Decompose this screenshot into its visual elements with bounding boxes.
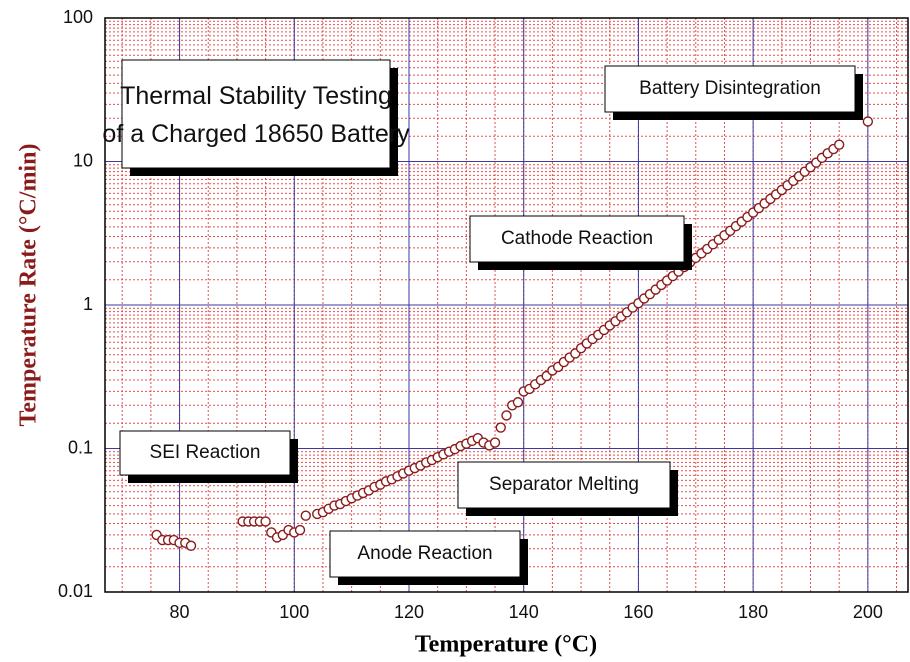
y-tick-label: 10 — [73, 150, 93, 170]
annotation: Anode Reaction — [357, 543, 492, 564]
title-line: of a Charged 18650 Battery — [102, 120, 410, 148]
annotation: Battery Disintegration — [639, 78, 821, 99]
data-point — [833, 139, 845, 150]
y-tick-label: 0.01 — [58, 581, 93, 601]
x-tick-label: 200 — [853, 602, 883, 622]
text-box — [119, 430, 291, 476]
x-axis-title: Temperature (°C) — [415, 632, 597, 658]
annotation: SEI Reaction — [150, 442, 261, 463]
text-box — [469, 215, 685, 263]
data-point — [185, 540, 197, 551]
chart-title: Thermal Stability Testing of a Charged 18… — [102, 82, 410, 148]
x-tick-label: 180 — [738, 602, 768, 622]
x-tick-label: 140 — [509, 602, 539, 622]
text-box — [604, 65, 856, 113]
y-tick-label: 100 — [63, 7, 93, 27]
x-tick-label: 100 — [279, 602, 309, 622]
data-point — [294, 524, 306, 536]
x-tick-label: 120 — [394, 602, 424, 622]
data-point — [489, 437, 501, 448]
data-point — [495, 422, 506, 433]
marks — [151, 116, 874, 551]
data-point — [512, 397, 524, 408]
plot-frame — [104, 17, 909, 593]
data-point — [501, 410, 512, 421]
text-box — [329, 530, 521, 578]
text-box — [121, 59, 391, 169]
y-axis-title: Temperature Rate (°C/min) — [16, 144, 42, 427]
title-line: Thermal Stability Testing — [120, 82, 392, 110]
x-tick-label: 80 — [170, 602, 190, 622]
data-point — [300, 510, 311, 521]
annotation: Cathode Reaction — [501, 228, 653, 249]
annotation: Separator Melting — [489, 474, 639, 495]
data-point — [862, 116, 874, 127]
y-tick-label: 1 — [83, 294, 93, 314]
data-point — [260, 516, 271, 527]
x-tick-label: 160 — [623, 602, 653, 622]
annotations: Thermal Stability Testing of a Charged 18… — [102, 59, 863, 585]
y-tick-label: 0.1 — [68, 437, 93, 457]
text-box — [457, 461, 671, 509]
